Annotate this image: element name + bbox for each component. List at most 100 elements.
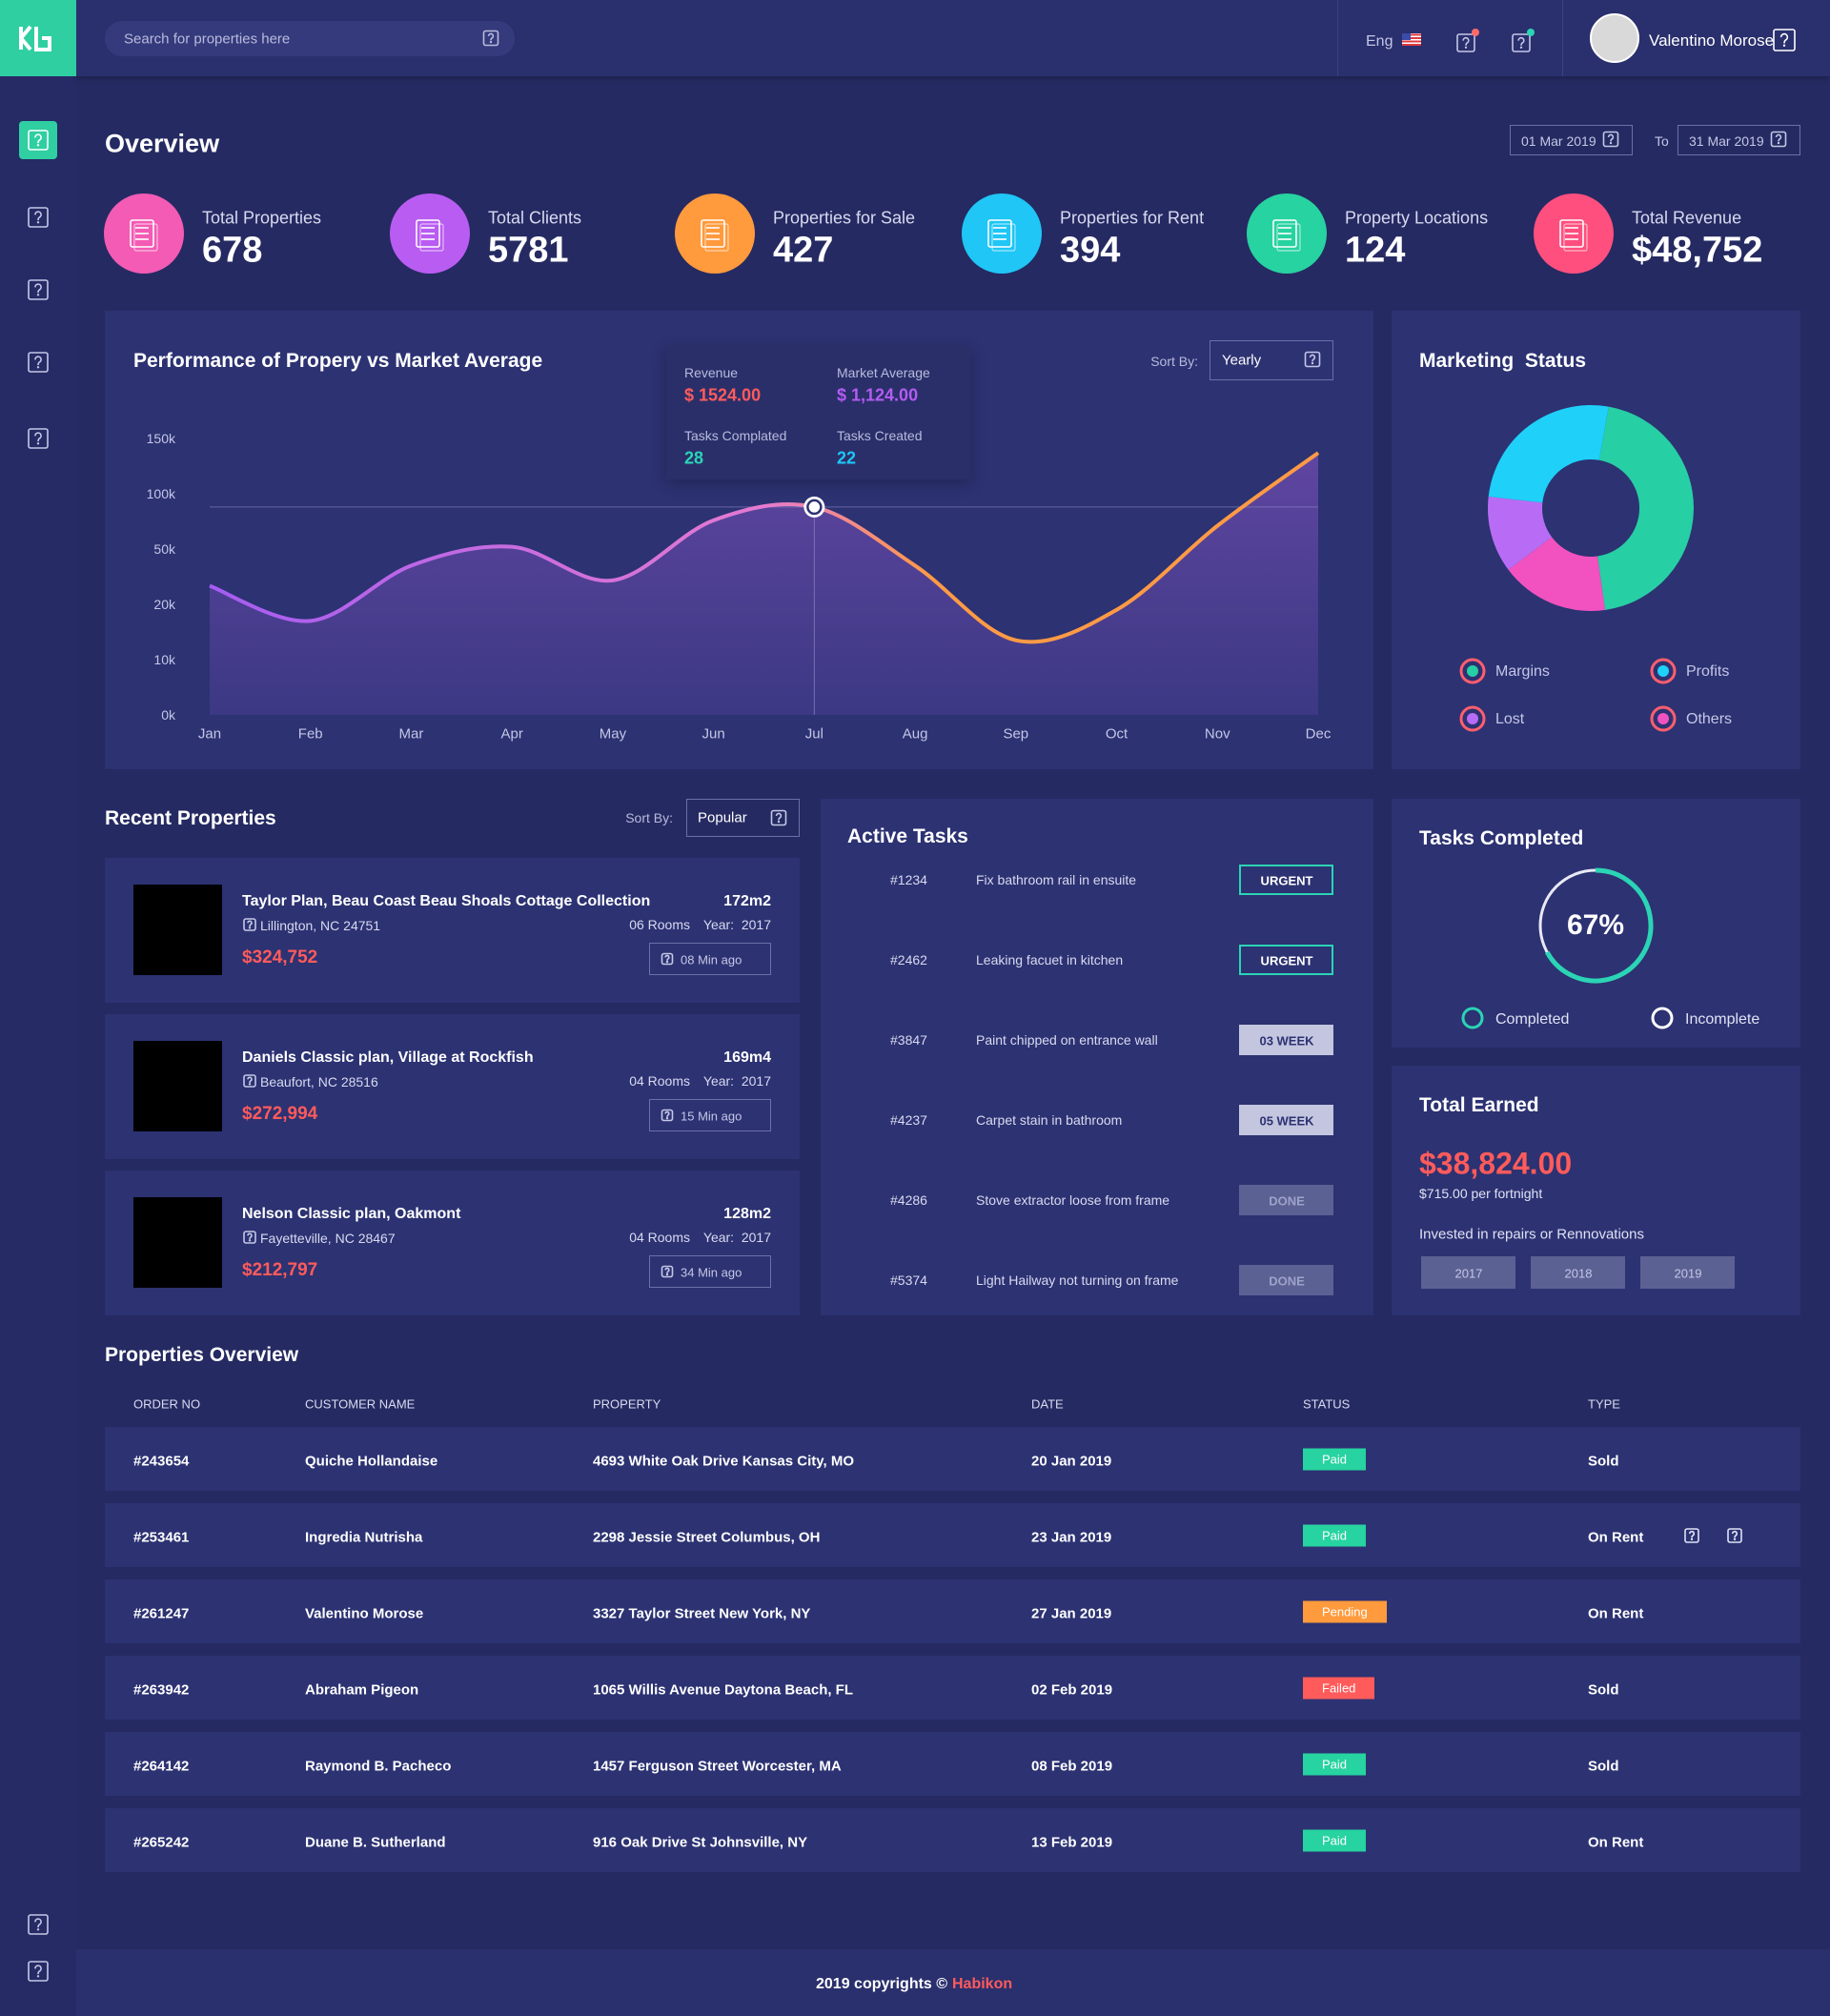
property-year: Year: 2017	[702, 1230, 771, 1245]
table-cell: #261247	[133, 1605, 190, 1622]
property-time: 15 Min ago	[681, 1109, 742, 1124]
status-badge: Paid	[1303, 1448, 1367, 1471]
task-id: #4286	[890, 1192, 927, 1208]
property-rooms: 04 Rooms	[629, 1073, 690, 1089]
tooltip-label: Market Average	[837, 365, 930, 380]
date-box[interactable]	[1510, 125, 1633, 155]
task-badge	[1239, 865, 1333, 895]
sort-select[interactable]	[686, 799, 800, 837]
legend-label: Others	[1686, 711, 1733, 727]
status-badge: Failed	[1303, 1677, 1375, 1700]
x-tick-label: May	[599, 725, 627, 743]
property-time: 08 Min ago	[681, 952, 742, 967]
stat-label: Total Properties	[202, 208, 322, 228]
tooltip-label: Revenue	[684, 365, 739, 380]
legend-label: Lost	[1495, 711, 1525, 727]
task-status: DONE	[1269, 1273, 1305, 1289]
stat-label: Property Locations	[1345, 208, 1489, 228]
x-tick-label: Oct	[1105, 725, 1128, 743]
tooltip-label: Tasks Created	[837, 428, 923, 443]
property-title: Taylor Plan, Beau Coast Beau Shoals Cott…	[242, 893, 651, 909]
section-title: Recent Properties	[105, 807, 276, 829]
date-from: 01 Mar 2019	[1521, 133, 1596, 149]
year-button[interactable]	[1640, 1256, 1735, 1289]
property-year: Year: 2017	[702, 917, 771, 932]
table-cell: #253461	[133, 1529, 190, 1546]
property-area: 172m2	[723, 893, 771, 909]
table-cell: Valentino Morose	[305, 1605, 424, 1622]
property-location: Beaufort, NC 28516	[260, 1074, 378, 1089]
date-to: 31 Mar 2019	[1689, 133, 1764, 149]
table-cell: Raymond B. Pacheco	[305, 1758, 452, 1775]
column-header: STATUS	[1303, 1396, 1351, 1412]
column-header: CUSTOMER NAME	[305, 1396, 416, 1412]
chart-title: Performance of Propery vs Market Average	[133, 350, 543, 372]
x-tick-label: Jun	[702, 725, 725, 743]
task-description: Stove extractor loose from frame	[976, 1192, 1170, 1208]
property-thumbnail	[133, 1041, 222, 1131]
sort-label: Sort By:	[625, 810, 673, 825]
x-tick-label: Sep	[1003, 725, 1029, 743]
property-area: 128m2	[723, 1206, 771, 1222]
legend-label: Profits	[1686, 663, 1730, 680]
table-row	[105, 1732, 1800, 1796]
search-box[interactable]	[105, 21, 515, 56]
table-cell: Abraham Pigeon	[305, 1681, 419, 1699]
x-tick-label: Feb	[297, 725, 323, 743]
task-description: Paint chipped on entrance wall	[976, 1032, 1158, 1048]
date-to-label: To	[1655, 133, 1669, 149]
page-title: Overview	[105, 129, 220, 158]
tooltip-value: 22	[837, 448, 857, 468]
date-box[interactable]	[1678, 125, 1800, 155]
task-badge	[1239, 1185, 1333, 1215]
sidebar-active[interactable]	[19, 121, 57, 159]
top-divider	[1562, 0, 1563, 76]
panel-title: Tasks Completed	[1419, 827, 1584, 849]
task-description: Leaking facuet in kitchen	[976, 952, 1124, 967]
x-tick-label: Mar	[398, 725, 424, 743]
table-cell: 27 Jan 2019	[1031, 1605, 1112, 1622]
table-cell: Duane B. Sutherland	[305, 1834, 446, 1851]
table-cell: 13 Feb 2019	[1031, 1834, 1113, 1851]
year-label: 2017	[1454, 1266, 1483, 1281]
task-status: URGENT	[1260, 953, 1313, 968]
earned-amount: $38,824.00	[1419, 1146, 1573, 1181]
footer-brand[interactable]: Habikon	[952, 1976, 1013, 1992]
y-tick-label: 50k	[153, 541, 175, 557]
sidebar	[0, 0, 76, 2016]
table-cell: On Rent	[1588, 1529, 1644, 1546]
task-id: #3847	[890, 1032, 927, 1048]
logo	[0, 0, 76, 76]
tasks-panel	[821, 799, 1373, 1315]
table-cell: 20 Jan 2019	[1031, 1453, 1112, 1470]
time-box	[649, 1099, 771, 1131]
property-thumbnail	[133, 1197, 222, 1288]
year-button[interactable]	[1421, 1256, 1515, 1289]
table-cell: #265242	[133, 1834, 190, 1851]
stat-label: Properties for Rent	[1060, 208, 1205, 228]
table-cell: Sold	[1588, 1758, 1619, 1775]
table-cell: 1065 Willis Avenue Daytona Beach, FL	[593, 1681, 854, 1699]
user-name[interactable]: Valentino Morose	[1649, 31, 1775, 50]
task-id: #4237	[890, 1112, 927, 1128]
legend-label: Incomplete	[1685, 1011, 1760, 1028]
table-cell: 08 Feb 2019	[1031, 1758, 1113, 1775]
sort-value: Popular	[698, 809, 747, 826]
column-header: ORDER NO	[133, 1396, 201, 1412]
column-header: DATE	[1031, 1396, 1064, 1412]
y-tick-label: 10k	[153, 652, 175, 667]
property-price: $272,994	[242, 1104, 318, 1124]
table-cell: 23 Jan 2019	[1031, 1529, 1112, 1546]
table-cell: #264142	[133, 1758, 190, 1775]
language[interactable]: Eng	[1366, 33, 1393, 50]
task-status: URGENT	[1260, 873, 1313, 888]
table-cell: 1457 Ferguson Street Worcester, MA	[593, 1758, 842, 1775]
table-cell: 02 Feb 2019	[1031, 1681, 1113, 1699]
stat-value: 394	[1060, 230, 1121, 271]
top-divider	[1337, 0, 1338, 76]
task-description: Carpet stain in bathroom	[976, 1112, 1123, 1128]
sort-select[interactable]	[1210, 340, 1333, 380]
year-button[interactable]	[1531, 1256, 1625, 1289]
sort-label: Sort By:	[1150, 354, 1198, 369]
stat-label: Properties for Sale	[773, 208, 916, 228]
